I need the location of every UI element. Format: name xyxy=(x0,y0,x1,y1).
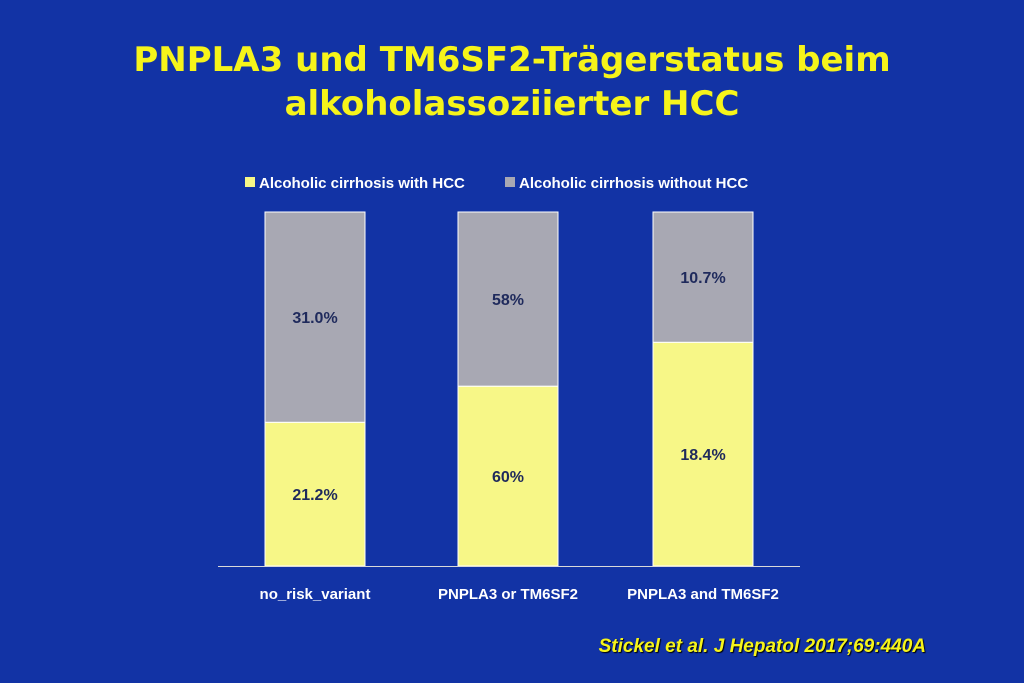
bar-with-hcc-1 xyxy=(457,385,559,567)
data-labels: 21.2% 31.0% 60% 58% 18.4% 10.7% xyxy=(292,270,725,504)
slide-title: PNPLA3 und TM6SF2-Trägerstatus beim alko… xyxy=(0,38,1024,126)
slide-title-line-1: PNPLA3 und TM6SF2-Trägerstatus beim xyxy=(133,40,891,80)
bar-without-hcc-0 xyxy=(264,211,366,423)
data-label-without-hcc-2: 10.7% xyxy=(680,270,725,287)
data-label-with-hcc-1: 60% xyxy=(492,469,524,486)
chart-bars xyxy=(264,211,754,567)
category-label-0: no_risk_variant xyxy=(260,586,371,603)
data-label-without-hcc-0: 31.0% xyxy=(292,310,337,327)
category-label-1: PNPLA3 or TM6SF2 xyxy=(438,586,578,603)
bar-without-hcc-2 xyxy=(652,211,754,343)
bar-without-hcc-1 xyxy=(457,211,559,387)
legend-label-without-hcc: Alcoholic cirrhosis without HCC xyxy=(519,175,748,192)
bar-with-hcc-2 xyxy=(652,341,754,567)
category-label-2: PNPLA3 and TM6SF2 xyxy=(627,586,779,603)
data-label-without-hcc-1: 58% xyxy=(492,292,524,309)
citation: Stickel et al. J Hepatol 2017;69:440A xyxy=(598,636,926,657)
chart-legend: Alcoholic cirrhosis with HCC Alcoholic ci… xyxy=(245,175,748,192)
category-labels: no_risk_variant PNPLA3 or TM6SF2 PNPLA3 an… xyxy=(260,586,779,603)
data-label-with-hcc-2: 18.4% xyxy=(680,447,725,464)
legend-swatch-with-hcc xyxy=(245,177,255,187)
data-label-with-hcc-0: 21.2% xyxy=(292,487,337,504)
slide-title-line-2: alkoholassoziierter HCC xyxy=(284,84,740,124)
legend-swatch-without-hcc xyxy=(505,177,515,187)
legend-label-with-hcc: Alcoholic cirrhosis with HCC xyxy=(259,175,465,192)
